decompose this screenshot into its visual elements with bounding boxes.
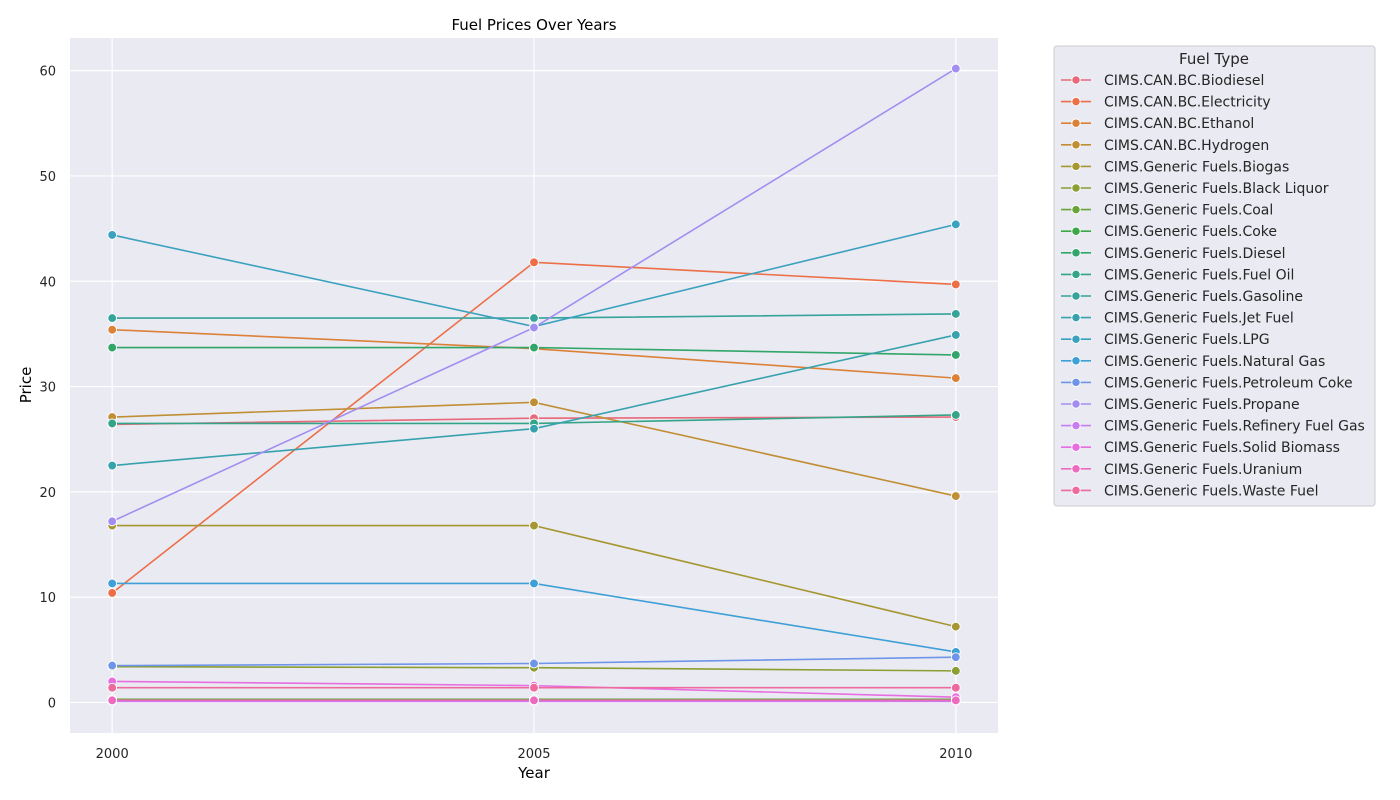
legend-entry: CIMS.CAN.BC.Hydrogen — [1104, 138, 1269, 154]
data-point — [950, 63, 961, 74]
data-point — [950, 682, 961, 693]
legend-entry: CIMS.Generic Fuels.Jet Fuel — [1104, 311, 1294, 327]
data-point — [529, 423, 539, 434]
legend-entry: CIMS.Generic Fuels.Biogas — [1104, 159, 1289, 175]
legend-entry: CIMS.Generic Fuels.Black Liquor — [1104, 181, 1329, 197]
legend-marker — [1071, 269, 1081, 280]
x-tick-label: 2005 — [517, 747, 550, 762]
data-point — [950, 373, 961, 383]
legend-title: Fuel Type — [1179, 50, 1249, 68]
data-point — [529, 658, 539, 669]
x-axis-label: Year — [517, 764, 551, 782]
data-point — [529, 397, 539, 408]
legend-marker — [1071, 248, 1081, 258]
data-point — [107, 660, 118, 671]
legend-entry: CIMS.CAN.BC.Ethanol — [1104, 116, 1254, 132]
legend-entry: CIMS.Generic Fuels.Diesel — [1104, 246, 1286, 262]
legend-marker — [1071, 377, 1081, 388]
data-point — [529, 578, 539, 589]
data-point — [107, 418, 118, 429]
legend-marker — [1071, 442, 1081, 452]
data-point — [529, 520, 539, 531]
legend-marker — [1071, 420, 1081, 431]
legend-marker — [1071, 183, 1081, 193]
legend-entry: CIMS.Generic Fuels.Uranium — [1104, 462, 1302, 478]
data-point — [950, 350, 961, 360]
data-point — [107, 230, 118, 240]
legend-marker — [1071, 226, 1081, 236]
chart-title: Fuel Prices Over Years — [451, 16, 616, 34]
legend-marker — [1071, 291, 1081, 301]
data-point — [529, 682, 539, 693]
legend-entry: CIMS.CAN.BC.Biodiesel — [1104, 73, 1264, 89]
legend-marker — [1071, 140, 1081, 150]
data-point — [107, 324, 118, 335]
data-point — [107, 578, 118, 589]
x-tick-label: 2010 — [939, 747, 972, 762]
data-point — [950, 491, 961, 501]
data-point — [529, 695, 539, 706]
legend-entry: CIMS.Generic Fuels.Refinery Fuel Gas — [1104, 419, 1365, 435]
legend-marker — [1071, 356, 1081, 366]
y-tick-label: 30 — [39, 381, 56, 396]
legend-entry: CIMS.Generic Fuels.Propane — [1104, 397, 1300, 413]
legend-marker — [1071, 334, 1081, 344]
legend-entry: CIMS.CAN.BC.Electricity — [1104, 95, 1271, 111]
legend-entry: CIMS.Generic Fuels.Waste Fuel — [1104, 483, 1319, 499]
plot-area — [70, 38, 998, 733]
data-point — [950, 666, 961, 676]
y-tick-label: 10 — [39, 591, 56, 606]
legend-marker — [1071, 464, 1081, 474]
data-point — [529, 257, 539, 268]
data-point — [107, 460, 118, 471]
data-point — [950, 695, 961, 706]
data-point — [950, 279, 961, 290]
data-point — [950, 652, 961, 663]
legend-entry: CIMS.Generic Fuels.Natural Gas — [1104, 354, 1325, 370]
data-point — [950, 309, 961, 319]
data-point — [107, 695, 118, 706]
y-tick-label: 40 — [39, 275, 56, 290]
data-point — [529, 342, 539, 353]
data-point — [950, 330, 961, 340]
y-tick-label: 60 — [39, 65, 56, 80]
y-tick-label: 0 — [48, 696, 56, 711]
legend-entry: CIMS.Generic Fuels.Coal — [1104, 203, 1273, 219]
x-tick-label: 2000 — [96, 747, 129, 762]
data-point — [529, 313, 539, 323]
data-point — [107, 313, 118, 323]
legend-entry: CIMS.Generic Fuels.Gasoline — [1104, 289, 1303, 305]
legend-entry: CIMS.Generic Fuels.Petroleum Coke — [1104, 375, 1353, 391]
y-axis-label: Price — [17, 367, 35, 404]
data-point — [107, 682, 118, 693]
data-point — [950, 410, 961, 420]
data-point — [107, 342, 118, 353]
legend-entry: CIMS.Generic Fuels.Fuel Oil — [1104, 267, 1294, 283]
legend-entry: CIMS.Generic Fuels.Solid Biomass — [1104, 440, 1340, 456]
legend-entry: CIMS.Generic Fuels.Coke — [1104, 224, 1277, 240]
y-tick-label: 50 — [39, 170, 56, 185]
data-point — [107, 516, 118, 527]
legend: Fuel Type CIMS.CAN.BC.Biodiesel CIMS.CAN.… — [1053, 45, 1376, 507]
legend-marker — [1071, 399, 1081, 409]
data-point — [529, 322, 539, 333]
legend-marker — [1071, 161, 1081, 172]
legend-marker — [1071, 75, 1081, 85]
data-point — [950, 621, 961, 632]
data-point — [950, 219, 961, 230]
legend-entry: CIMS.Generic Fuels.LPG — [1104, 332, 1270, 348]
legend-marker — [1071, 312, 1081, 323]
legend-marker — [1071, 485, 1081, 496]
data-point — [107, 588, 118, 598]
legend-marker — [1071, 96, 1081, 107]
legend-box — [1053, 45, 1376, 507]
legend-marker — [1071, 118, 1081, 128]
y-tick-label: 20 — [39, 486, 56, 501]
legend-marker — [1071, 204, 1081, 215]
